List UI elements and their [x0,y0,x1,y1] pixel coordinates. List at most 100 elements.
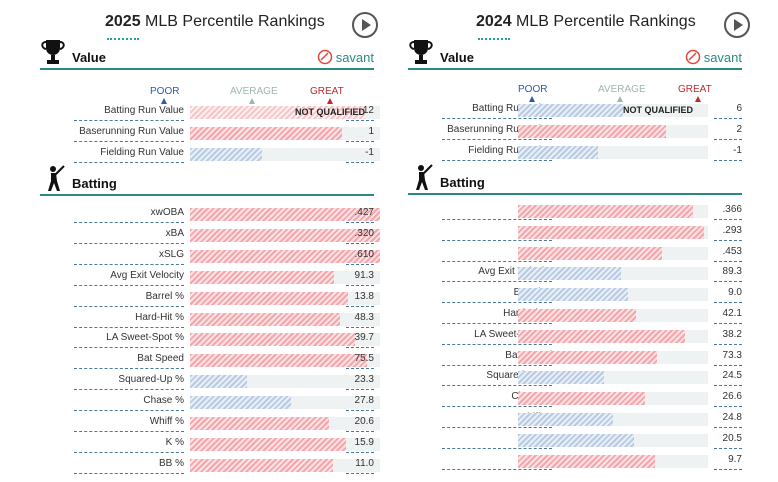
metric-row[interactable]: Batting Run Value NOT QUALIFIED 6 [408,101,742,119]
metric-row[interactable]: LA Sweet-Spot % 38.2 [408,327,742,345]
panel-title-text: MLB Percentile Rankings [516,13,696,30]
metric-value: 27.8 [354,395,374,406]
metric-row[interactable]: xBA .320 [40,226,380,244]
metric-value: 11.0 [355,458,374,469]
metric-row[interactable]: Squared-Up % 23.3 [40,372,380,390]
percentile-track [518,351,708,364]
metric-value: .427 [354,207,374,218]
metric-value: .293 [722,225,742,236]
percentile-bar [190,313,340,326]
metric-row[interactable]: Hard-Hit % 48.3 [40,310,380,328]
metric-row[interactable]: K % 15.9 [40,435,380,453]
savant-label: savant [335,49,374,65]
percentile-bar [518,146,598,159]
metric-row[interactable]: Bat Speed 75.5 [40,351,380,369]
metric-row[interactable]: Fielding Run Value -1 [40,145,380,163]
metric-row[interactable]: BB % 11.0 [40,456,380,474]
percentile-bar [518,205,693,218]
savant-logo[interactable]: savant [317,49,374,65]
metric-row[interactable]: xwOBA .427 [40,205,380,223]
percentile-panel-2024: 2024 MLB Percentile Rankings Value savan… [398,0,778,482]
panel-year: 2025 [105,13,141,30]
metric-row[interactable]: Baserunning Run Value 2 [408,122,742,140]
percentile-bar [518,434,634,447]
play-button[interactable] [352,12,378,38]
percentile-track [190,417,380,430]
metric-row[interactable]: xSLG .610 [40,247,380,265]
percentile-track [518,247,708,260]
label-divider [74,162,184,163]
percentile-bar [518,104,623,117]
metric-row[interactable]: Whiff %24.8 [408,410,742,428]
percentile-track [518,146,708,159]
percentile-scale: POOR AVERAGE GREAT [518,84,712,104]
metric-row[interactable]: Avg Exit Velocity 91.3 [40,268,380,286]
value-divider [714,219,742,220]
percentile-bar [518,413,613,426]
value-divider [714,365,742,366]
metric-value: 15.9 [354,437,374,448]
metric-label: Avg Exit Velocity [110,270,184,281]
label-divider [442,385,552,386]
metric-row[interactable]: Bat Speed73.3 [408,348,742,366]
metric-row[interactable]: Chase % 27.8 [40,393,380,411]
metric-row[interactable]: Avg Exit Velocity 89.3 [408,264,742,282]
metric-row[interactable]: Batting Run Value NOT QUALIFIED 12 [40,103,380,121]
value-divider [346,452,374,453]
percentile-track [518,455,708,468]
metric-label: Batting Run Value [472,103,552,114]
metric-value: 9.0 [728,287,742,298]
metric-value: 20.5 [722,433,742,444]
metric-value: 24.5 [722,370,742,381]
metric-label: K % [165,437,184,448]
label-divider [74,368,184,369]
metric-row[interactable]: Barrel % 13.8 [40,289,380,307]
metric-value: 2 [736,124,742,135]
metric-row[interactable]: K %20.5 [408,431,742,449]
batter-icon [48,165,65,191]
average-marker [617,96,623,102]
label-divider [74,120,184,121]
batting-section-header: Batting [40,165,374,196]
value-divider [346,347,374,348]
value-divider [714,139,742,140]
metric-row[interactable]: Barrel %9.0 [408,285,742,303]
scale-great: GREAT [678,84,712,95]
scale-poor: POOR [150,86,180,97]
metric-value: 9.7 [728,454,742,465]
percentile-track [518,205,708,218]
metric-row[interactable]: Baserunning Run Value 1 [40,124,380,142]
percentile-bar [190,250,380,263]
not-qualified-label: NOT QUALIFIED [295,107,365,117]
metric-value: .366 [722,204,742,215]
metric-row[interactable]: Whiff % 20.6 [40,414,380,432]
percentile-bar [518,267,621,280]
percentile-track [190,333,380,346]
value-divider [346,306,374,307]
play-button[interactable] [724,12,750,38]
great-marker [327,98,333,104]
label-divider [74,452,184,453]
percentile-bar [190,292,348,305]
percentile-bar [518,351,657,364]
metric-row[interactable]: Hard-Hit %42.1 [408,306,742,324]
percentile-track: NOT QUALIFIED [190,106,380,119]
metric-label: LA Sweet-Spot % [106,332,184,343]
metric-row[interactable]: Squared-Up %24.5 [408,368,742,386]
metric-row[interactable]: BB %9.7 [408,452,742,470]
percentile-track [518,267,708,280]
metric-value: .453 [722,246,742,257]
savant-logo[interactable]: savant [685,49,742,65]
metric-row[interactable]: LA Sweet-Spot % 39.7 [40,330,380,348]
metric-row[interactable]: Chase %26.6 [408,389,742,407]
metric-row[interactable]: xSLG.453 [408,244,742,262]
metric-row[interactable]: Fielding Run Value -1 [408,143,742,161]
metric-label: Hard-Hit % [135,312,184,323]
value-divider [714,344,742,345]
metric-label: xSLG [158,249,184,260]
metric-value: 24.8 [722,412,742,423]
value-divider [714,302,742,303]
metric-row[interactable]: xwOBA.366 [408,202,742,220]
metric-label: xBA [165,228,184,239]
metric-row[interactable]: xBA.293 [408,223,742,241]
